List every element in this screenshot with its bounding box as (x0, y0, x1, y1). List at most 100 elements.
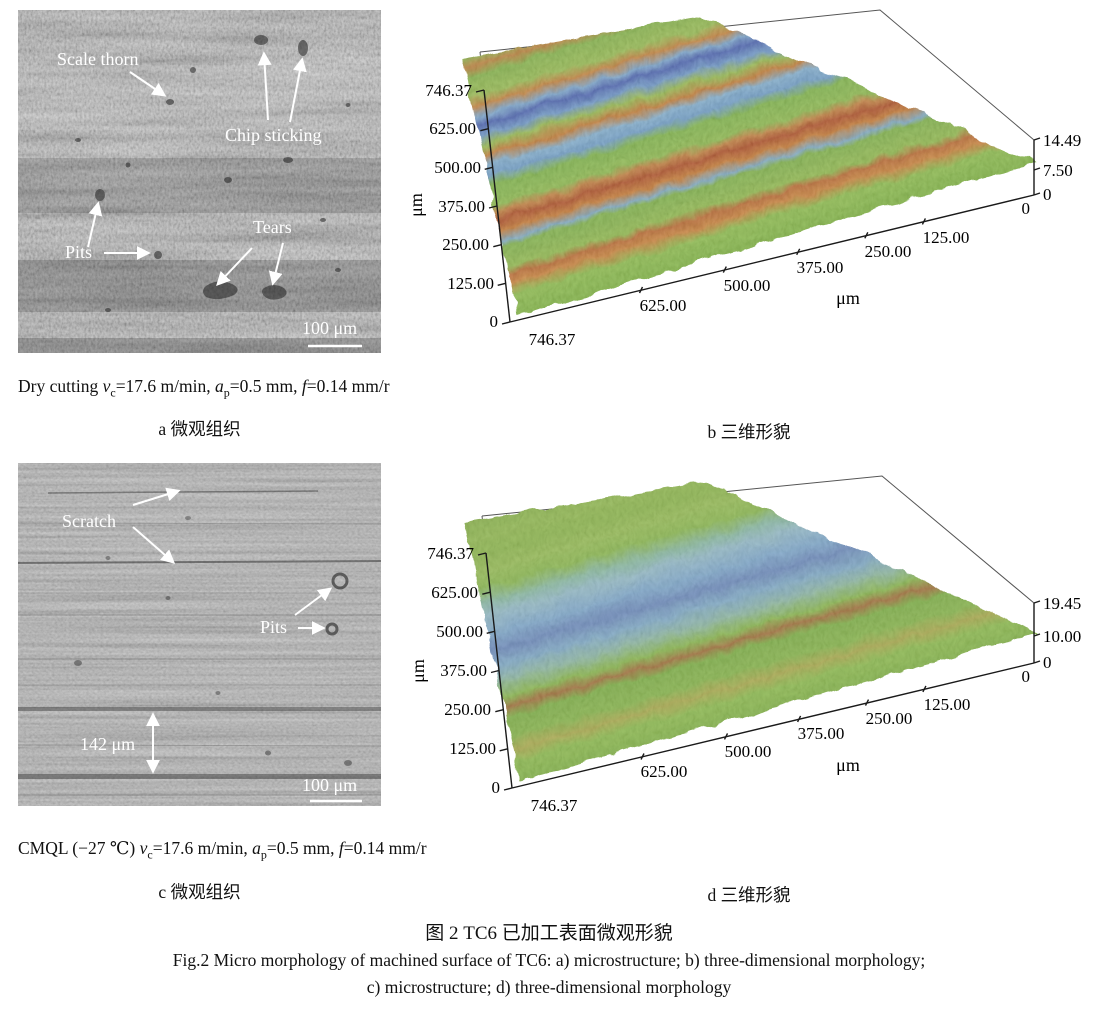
plot-d-y-tick-6: 0 (492, 778, 501, 797)
plot-b-x-tick-0: 746.37 (529, 330, 576, 349)
plot-d-x-axis-unit: μm (836, 755, 860, 775)
optical-micrograph-image: Scratch Pits 142 μm 100 μm (18, 463, 381, 806)
plot-b-x-tick-5: 125.00 (923, 228, 970, 247)
plot-d-z-tick-0: 19.45 (1043, 594, 1081, 613)
cond-c-ap-symbol: a (252, 838, 261, 858)
plot-d-y-tick-5: 125.00 (449, 739, 496, 758)
cond-a-vc-symbol: v (102, 376, 111, 396)
subfigure-label-a: a 微观组织 (158, 419, 241, 439)
scale-bar-label-c: 100 μm (302, 775, 357, 795)
cond-a-f-value: =0.14 mm/r (306, 376, 390, 396)
plot-b-z-ticks (1033, 137, 1041, 196)
cond-c-f-value: =0.14 mm/r (343, 838, 427, 858)
pits-arrow-1 (87, 201, 103, 248)
plot-b-x-axis-unit: μm (836, 288, 860, 308)
plot-d-x-tick-5: 125.00 (924, 695, 971, 714)
sem-micrograph-image: Scale thorn Chip sticking Pits Tears 100… (18, 10, 381, 353)
surface-plot-d: 746.37 625.00 500.00 375.00 250.00 125.0… (408, 475, 1081, 815)
panel-d-3d-morphology: 746.37 625.00 500.00 375.00 250.00 125.0… (400, 458, 1098, 840)
annotation-pits: Pits (65, 242, 92, 262)
scale-thorn-arrow (129, 71, 167, 97)
subfigure-label-c: c 微观组织 (158, 882, 241, 902)
panel-b-3d-morphology: 746.37 625.00 500.00 375.00 250.00 125.0… (400, 0, 1098, 362)
cond-c-f-symbol: f (338, 838, 344, 858)
plot-b-x-tick-2: 500.00 (724, 276, 771, 295)
cond-c-ap-sub: p (260, 847, 267, 862)
figure-caption-en-line2: c) microstructure; d) three-dimensional … (366, 977, 732, 997)
plot-d-x-axis (511, 662, 1035, 789)
cond-c-prefix: CMQL (−27 ℃) (18, 838, 140, 858)
plot-d-z-ticks (1033, 600, 1041, 664)
scratch-arrow-2 (132, 526, 176, 564)
plot-b-z-tick-0: 14.49 (1043, 131, 1081, 150)
annotation-pits-c: Pits (260, 617, 287, 637)
sem-dark-band-2 (18, 260, 381, 312)
plot-b-y-axis-unit: μm (406, 193, 426, 217)
cond-c-vc-sub: c (147, 847, 153, 862)
plot-b-z-tick-1: 7.50 (1043, 161, 1073, 180)
plot-b-y-tick-2: 500.00 (434, 158, 481, 177)
plot-b-y-tick-6: 0 (490, 312, 499, 331)
plot-d-y-tick-0: 746.37 (427, 544, 474, 563)
sem-defect-spots (75, 35, 351, 312)
plot-d-x-tick-3: 375.00 (798, 724, 845, 743)
tears-arrow-1 (216, 247, 253, 287)
subfigure-label-d: d 三维形貌 (707, 885, 791, 905)
cond-a-vc-sub: c (110, 385, 116, 400)
scale-bar-label-a: 100 μm (302, 318, 357, 338)
figure-caption-zh: 图 2 TC6 已加工表面微观形貌 (425, 923, 673, 944)
cond-c-ap-value: =0.5 mm, (266, 838, 339, 858)
cond-a-ap-value: =0.5 mm, (229, 376, 302, 396)
cond-c-vc-value: =17.6 m/min, (152, 838, 253, 858)
plot-b-x-tick-6: 0 (1022, 199, 1031, 218)
cond-a-ap-symbol: a (215, 376, 224, 396)
sem-dark-band-3 (18, 338, 381, 353)
plot-d-x-tick-2: 500.00 (725, 742, 772, 761)
chip-sticking-arrow-1 (257, 51, 272, 121)
plot-d-y-tick-3: 375.00 (440, 661, 487, 680)
figure-caption-en-line1: Fig.2 Micro morphology of machined surfa… (172, 950, 926, 970)
annotation-scratch: Scratch (62, 511, 116, 531)
panel-a-microstructure: Scale thorn Chip sticking Pits Tears 100… (18, 10, 381, 353)
plot-d-x-tick-6: 0 (1022, 667, 1031, 686)
plot-d-y-tick-4: 250.00 (444, 700, 491, 719)
plot-b-y-tick-4: 250.00 (442, 235, 489, 254)
subfigure-label-b: b 三维形貌 (707, 422, 791, 442)
sem-grain-texture (18, 10, 381, 353)
surface-plot-b: 746.37 625.00 500.00 375.00 250.00 125.0… (406, 9, 1081, 349)
plot-d-y-tick-1: 625.00 (431, 583, 478, 602)
annotation-groove-spacing: 142 μm (80, 734, 135, 754)
plot-b-x-ticks (638, 218, 927, 294)
plot-d-x-ticks (640, 685, 927, 760)
plot-b-x-tick-3: 375.00 (797, 258, 844, 277)
plot-b-y-tick-5: 125.00 (447, 274, 494, 293)
plot-d-z-tick-1: 10.00 (1043, 627, 1081, 646)
plot-d-y-tick-2: 500.00 (436, 622, 483, 641)
plot-b-x-tick-4: 250.00 (865, 242, 912, 261)
conditions-line-c: CMQL (−27 ℃) vc=17.6 m/min, ap=0.5 mm, f… (18, 838, 427, 863)
plot-b-y-tick-0: 746.37 (425, 81, 472, 100)
cond-c-vc-symbol: v (139, 838, 148, 858)
plot-d-z-tick-2: 0 (1043, 653, 1052, 672)
plot-d-y-ticks (477, 552, 513, 791)
plot-b-z-tick-2: 0 (1043, 185, 1052, 204)
annotation-scale-thorn: Scale thorn (57, 49, 138, 69)
plot-d-y-axis-unit: μm (408, 659, 428, 683)
plot-b-y-ticks (475, 89, 511, 325)
plot-b-x-tick-1: 625.00 (640, 296, 687, 315)
cond-a-f-symbol: f (301, 376, 307, 396)
sem-light-band (18, 65, 381, 130)
cond-a-ap-sub: p (223, 385, 230, 400)
panel-c-microstructure: Scratch Pits 142 μm 100 μm (18, 463, 381, 806)
optical-defect-spots (74, 516, 352, 766)
chip-sticking-arrow-2 (289, 57, 307, 123)
plot-d-x-tick-4: 250.00 (866, 709, 913, 728)
tears-arrow-2 (268, 242, 284, 286)
cond-a-prefix: Dry cutting (18, 376, 103, 396)
sem-dark-band-1 (18, 158, 381, 213)
scratch-arrow-1 (132, 487, 181, 506)
annotation-tears: Tears (253, 217, 292, 237)
conditions-line-a: Dry cutting vc=17.6 m/min, ap=0.5 mm, f=… (18, 376, 390, 401)
plot-b-y-tick-3: 375.00 (438, 197, 485, 216)
